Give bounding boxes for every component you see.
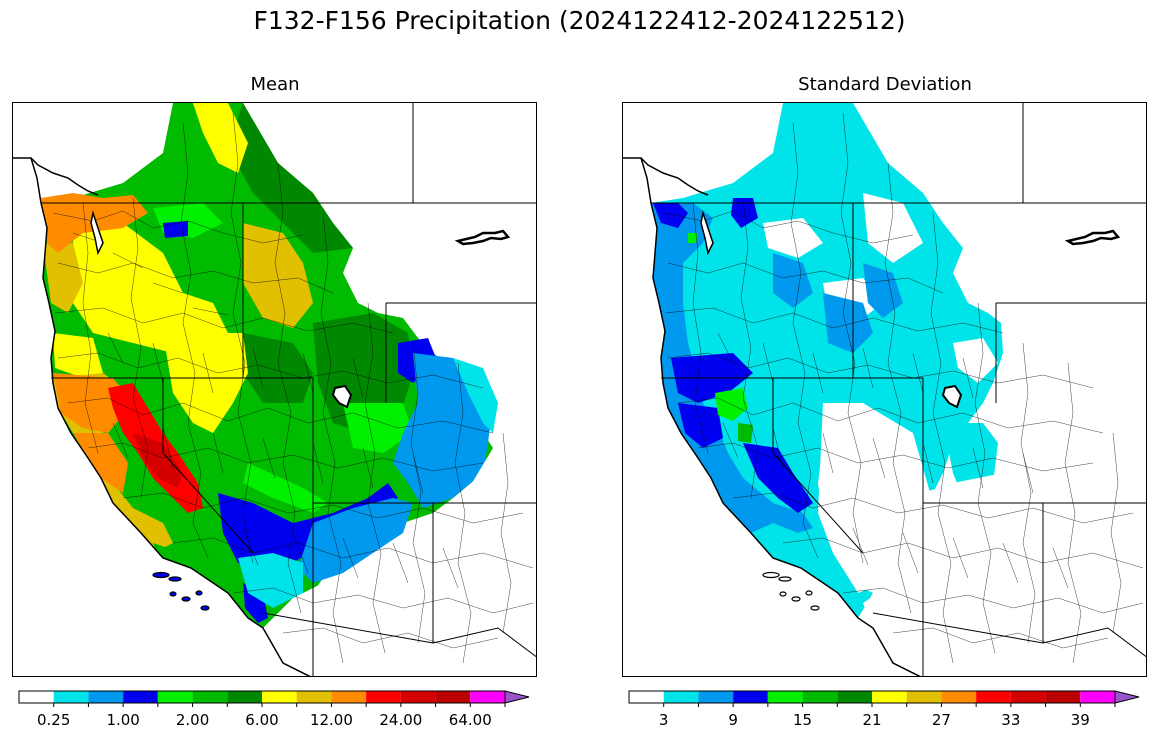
colorbar-segment [663, 691, 699, 703]
colorbar-tick-label: 33 [1001, 711, 1021, 729]
colorbar-tick-label: 3 [658, 711, 669, 729]
colorbar-segment [629, 691, 664, 703]
stddev-state-borders [651, 103, 1146, 676]
stddev-islands [762, 571, 820, 611]
stddev-basin-boundaries [662, 112, 1144, 664]
colorbar-segment [470, 691, 505, 703]
colorbar-segment [19, 691, 54, 703]
colorbar-segment [227, 691, 262, 703]
colorbar-segment [976, 691, 1011, 703]
colorbar-tick-label: 12.00 [309, 711, 353, 729]
mean-colorbar [18, 690, 530, 707]
colorbar-tick-label: 6.00 [245, 711, 279, 729]
stddev-coastline [640, 157, 921, 676]
stddev-map-panel [622, 102, 1147, 677]
colorbar-segment [941, 691, 977, 703]
mean-state-borders [41, 103, 536, 676]
colorbar-segment [88, 691, 124, 703]
colorbar-tick-label: 9 [728, 711, 738, 729]
colorbar-segment [802, 691, 838, 703]
colorbar-segment [767, 691, 803, 703]
colorbar-extend-arrow [1114, 690, 1140, 704]
colorbar-segment [296, 691, 332, 703]
figure-title: F132-F156 Precipitation (2024122412-2024… [253, 6, 906, 35]
colorbar-segment [366, 691, 401, 703]
stddev-precip-field [651, 103, 1146, 676]
stddev-panel-title: Standard Deviation [798, 74, 972, 95]
colorbar-segment [1080, 691, 1115, 703]
colorbar-segment [157, 691, 193, 703]
colorbar-tick-label: 39 [1070, 711, 1090, 729]
colorbar-segment [872, 691, 907, 703]
colorbar-segment [1010, 691, 1046, 703]
colorbar-tick-label: 2.00 [175, 711, 210, 729]
colorbar-segment [733, 691, 768, 703]
mean-precip-field [41, 103, 536, 676]
colorbar-segment [1045, 691, 1081, 703]
mean-coastline [30, 157, 311, 676]
colorbar-segment [906, 691, 942, 703]
colorbar-segment [400, 691, 436, 703]
mean-lake-shape [454, 229, 511, 246]
colorbar-tick-label: 24.00 [379, 711, 423, 729]
colorbar-tick-label: 15 [793, 711, 813, 729]
colorbar-segment [331, 691, 367, 703]
mean-basin-boundaries [52, 112, 534, 664]
colorbar-segment [698, 691, 734, 703]
stddev-map [623, 103, 1146, 676]
colorbar-tick-label: 21 [862, 711, 882, 729]
mean-colorbar-labels: 0.25 1.00 2.00 6.00 12.00 24.00 64.00 [18, 711, 533, 731]
colorbar-tick-label: 1.00 [106, 711, 140, 729]
mean-map [13, 103, 536, 676]
colorbar-tick-label: 0.25 [37, 711, 71, 729]
colorbar-segment [837, 691, 872, 703]
mean-panel-title: Mean [250, 74, 300, 95]
mean-islands [152, 571, 210, 611]
colorbar-extend-arrow [504, 690, 530, 704]
colorbar-tick-label: 27 [931, 711, 951, 729]
colorbar-segment [192, 691, 228, 703]
stddev-lake-shape [1064, 229, 1121, 246]
stddev-colorbar [628, 690, 1140, 707]
colorbar-tick-label: 64.00 [448, 711, 492, 729]
stddev-colorbar-labels: 3 9 15 21 27 33 39 [628, 711, 1143, 731]
colorbar-segment [262, 691, 297, 703]
colorbar-segment [123, 691, 158, 703]
colorbar-segment [435, 691, 471, 703]
mean-map-panel [12, 102, 537, 677]
colorbar-segment [53, 691, 89, 703]
